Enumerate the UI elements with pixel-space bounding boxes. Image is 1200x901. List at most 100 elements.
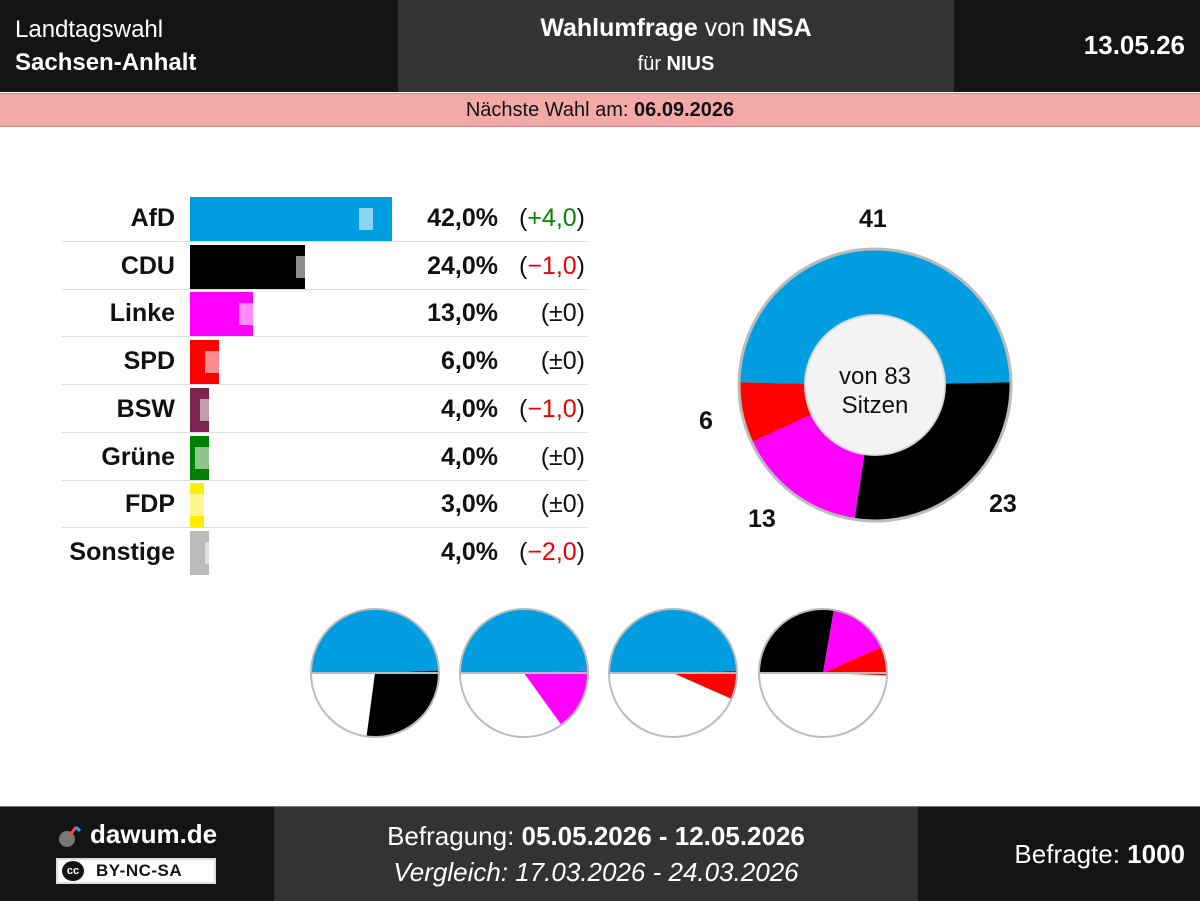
previous-value-marker [204, 351, 219, 374]
header: Landtagswahl Sachsen-Anhalt Wahlumfrage … [0, 0, 1200, 92]
party-name: AfD [130, 204, 175, 232]
previous-value-marker [195, 446, 210, 469]
seat-center-line1: von 83 [838, 363, 912, 390]
party-change: (±0) [540, 347, 585, 376]
party-row: Grüne 4,0% (±0) [62, 434, 587, 481]
respondents-count: 1000 [1127, 839, 1185, 869]
party-change: (±0) [540, 442, 585, 471]
survey-label: Befragung: [387, 821, 522, 851]
party-name: Sonstige [69, 537, 175, 566]
election-type: Landtagswahl [15, 16, 164, 43]
party-percentage: 3,0% [441, 490, 498, 519]
previous-value-marker [358, 208, 373, 230]
party-name: Linke [109, 299, 175, 328]
coalition-pie-border [459, 608, 589, 738]
party-change: (±0) [540, 490, 585, 519]
client-line: für NIUS [398, 53, 954, 76]
seat-center-line2: Sitzen [841, 392, 909, 419]
compare-period-line: Vergleich: 17.03.2026 - 24.03.2026 [274, 857, 918, 888]
coalition-slice-afd [460, 608, 588, 673]
party-percentage: 13,0% [427, 299, 498, 328]
party-row: Sonstige 4,0% (−2,0) [62, 529, 587, 576]
party-change: (±0) [540, 299, 585, 328]
coalition-pie-cdu-linke-spd [758, 608, 888, 738]
party-percentage: 4,0% [441, 442, 498, 471]
compare-period: 17.03.2026 - 24.03.2026 [515, 857, 799, 887]
party-name: BSW [116, 394, 175, 423]
seat-slice-cdu [854, 382, 1011, 521]
party-change: (−1,0) [518, 251, 585, 280]
coalition-slice-cdu [366, 670, 439, 737]
seat-label-linke: 13 [748, 505, 776, 533]
poll-title: Wahlumfrage von INSA für NIUS [398, 0, 954, 92]
coalition-slice-linke [823, 609, 882, 673]
next-election-date: 06.09.2026 [634, 99, 735, 121]
title-mid: von [697, 14, 752, 42]
previous-value-marker [238, 303, 253, 326]
party-row: SPD 6,0% (±0) [62, 338, 587, 386]
seat-center-text: von 83 Sitzen [815, 362, 935, 420]
party-bar-chart: AfD 42,0% (+4,0) CDU 24,0% (−1,0) Linke 13,0% (±… [0, 0, 600, 600]
survey-period-line: Befragung: 05.05.2026 - 12.05.2026 [274, 821, 918, 852]
client-name: NIUS [666, 53, 715, 75]
license-text: BY-NC-SA [96, 861, 183, 880]
coalition-charts [310, 608, 888, 738]
party-percentage: 6,0% [441, 347, 498, 376]
party-name: FDP [125, 490, 175, 519]
party-bar [190, 530, 210, 575]
coalition-slice-afd [609, 608, 737, 673]
seat-label-afd: 41 [859, 205, 887, 233]
coalition-slice-spd [673, 670, 737, 699]
footer: dawum.de cc BY-NC-SA Befragung: 05.05.20… [0, 806, 1200, 901]
previous-value-marker [190, 494, 205, 517]
respondents: Befragte: 1000 [1014, 839, 1185, 870]
party-percentage: 4,0% [441, 537, 498, 566]
party-row: FDP 3,0% (±0) [62, 481, 587, 529]
previous-value-marker [296, 255, 311, 278]
party-row: Linke 13,0% (±0) [62, 290, 587, 338]
coalition-slice-afd [311, 608, 439, 673]
coalition-slice-spd [823, 647, 887, 676]
cc-icon: cc [62, 861, 84, 881]
coalition-pie-border [608, 608, 738, 738]
party-change: (−2,0) [518, 537, 585, 566]
party-row: AfD 42,0% (+4,0) [62, 195, 587, 242]
party-bar [190, 244, 306, 289]
title-main: Wahlumfrage [540, 14, 698, 42]
coalition-pie-afd-spd [608, 608, 738, 738]
coalition-pie-afd-cdu [310, 608, 440, 738]
license-badge: cc BY-NC-SA [56, 858, 216, 884]
election-info: Landtagswahl Sachsen-Anhalt [0, 0, 398, 92]
previous-value-marker [200, 398, 215, 421]
party-bar [190, 197, 392, 241]
respondents-label: Befragte: [1014, 839, 1128, 869]
compare-label: Vergleich: [393, 857, 516, 887]
next-election-label: Nächste Wahl am: [465, 99, 635, 121]
coalition-pie-afd-linke [459, 608, 589, 738]
seat-slice-spd [739, 382, 812, 443]
institute-name: INSA [751, 14, 812, 42]
survey-info: Befragung: 05.05.2026 - 12.05.2026 Vergl… [274, 807, 918, 901]
party-percentage: 4,0% [441, 394, 498, 423]
party-percentage: 42,0% [427, 204, 498, 232]
coalition-pie-border [310, 608, 440, 738]
seat-label-cdu: 23 [989, 490, 1017, 518]
party-change: (+4,0) [518, 204, 585, 232]
seat-center-circle [804, 314, 946, 456]
brand-name: dawum.de [90, 819, 218, 849]
party-name: Grüne [101, 442, 175, 471]
party-name: CDU [120, 251, 175, 280]
state-name: Sachsen-Anhalt [15, 49, 197, 76]
pie-chart-icon [59, 825, 82, 847]
coalition-pie-border [758, 608, 888, 738]
party-row: BSW 4,0% (−1,0) [62, 386, 587, 433]
next-election-banner: Nächste Wahl am: 06.09.2026 [0, 93, 1200, 127]
survey-period: 05.05.2026 - 12.05.2026 [521, 821, 805, 851]
coalition-slice-cdu [759, 609, 834, 673]
seat-slice-afd [739, 248, 1011, 384]
party-percentage: 24,0% [427, 251, 498, 280]
seat-label-spd: 6 [699, 407, 713, 435]
poll-title-line: Wahlumfrage von INSA [398, 14, 954, 43]
client-prefix: für [637, 53, 667, 75]
party-name: SPD [123, 347, 175, 376]
